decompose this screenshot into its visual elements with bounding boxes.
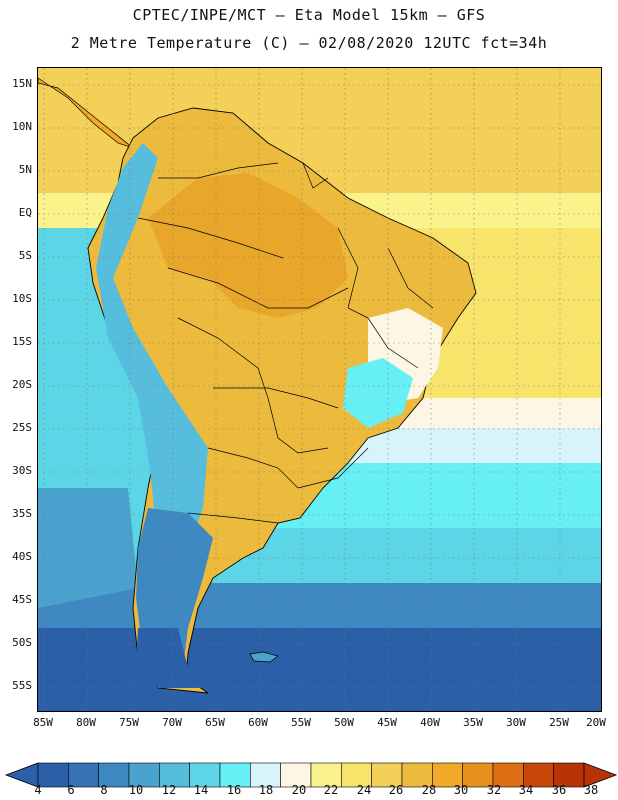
colorbar-label-38: 38	[583, 783, 599, 797]
colorbar	[4, 762, 618, 788]
lat-label-10n: 10N	[12, 120, 32, 133]
graticule	[38, 68, 601, 711]
colorbar-segment	[37, 762, 69, 788]
colorbar-segment	[462, 762, 494, 788]
lon-label-65w: 65W	[205, 716, 225, 729]
lat-label-50s: 50S	[12, 636, 32, 649]
lat-label-35s: 35S	[12, 507, 32, 520]
colorbar-segment	[68, 762, 99, 788]
colorbar-label-10: 10	[128, 783, 144, 797]
falkland-islands	[249, 651, 279, 663]
colorbar-segment	[250, 762, 281, 788]
lon-label-80w: 80W	[76, 716, 96, 729]
lat-label-eq: EQ	[18, 206, 32, 219]
colorbar-segment	[98, 762, 130, 788]
lon-label-85w: 85W	[33, 716, 53, 729]
lon-label-70w: 70W	[162, 716, 182, 729]
map-panel	[37, 67, 602, 712]
colorbar-label-36: 36	[551, 783, 567, 797]
colorbar-segment	[128, 762, 160, 788]
colorbar-segment	[523, 762, 554, 788]
central-america	[38, 77, 134, 149]
patagonia-south	[136, 628, 208, 688]
colorbar-label-24: 24	[356, 783, 372, 797]
lat-label-15s: 15S	[12, 335, 32, 348]
colorbar-label-14: 14	[193, 783, 209, 797]
amazon-hot-region	[148, 173, 348, 318]
lon-label-75w: 75W	[119, 716, 139, 729]
colorbar-segment	[159, 762, 190, 788]
colorbar-segment	[310, 762, 342, 788]
lon-label-45w: 45W	[377, 716, 397, 729]
colorbar-label-6: 6	[67, 783, 75, 797]
lat-label-5n: 5N	[18, 163, 32, 176]
southeast-cool	[343, 358, 413, 428]
colorbar-label-30: 30	[453, 783, 469, 797]
lat-label-25s: 25S	[12, 421, 32, 434]
ocean-band-south-mid	[38, 583, 601, 633]
colorbar-label-8: 8	[100, 783, 108, 797]
colorbar-label-34: 34	[518, 783, 534, 797]
colorbar-segment	[432, 762, 463, 788]
ocean-band-south	[38, 628, 601, 711]
colorbar-label-32: 32	[486, 783, 502, 797]
colorbar-label-26: 26	[388, 783, 404, 797]
colorbar-label-18: 18	[258, 783, 274, 797]
lat-label-15n: 15N	[12, 77, 32, 90]
lon-label-30w: 30W	[506, 716, 526, 729]
lat-label-10s: 10S	[12, 292, 32, 305]
lat-label-55s: 55S	[12, 679, 32, 692]
andes-strip	[96, 143, 208, 568]
lon-label-55w: 55W	[291, 716, 311, 729]
colorbar-arrow-right	[583, 762, 618, 788]
map-title: CPTEC/INPE/MCT – Eta Model 15km – GFS	[132, 6, 486, 24]
temperature-map	[38, 68, 601, 711]
colorbar-segments	[37, 762, 585, 788]
lat-label-5s: 5S	[18, 249, 32, 262]
colorbar-label-16: 16	[226, 783, 242, 797]
colorbar-segment	[371, 762, 403, 788]
colorbar-label-20: 20	[291, 783, 307, 797]
colorbar-label-28: 28	[421, 783, 437, 797]
colorbar-label-4: 4	[34, 783, 42, 797]
colorbar-segment	[341, 762, 372, 788]
lon-label-60w: 60W	[248, 716, 268, 729]
pacific-cooler-zone	[38, 488, 138, 608]
colorbar-segment	[553, 762, 585, 788]
colorbar-segment	[492, 762, 524, 788]
colorbar-label-12: 12	[161, 783, 177, 797]
lon-label-35w: 35W	[463, 716, 483, 729]
lat-label-20s: 20S	[12, 378, 32, 391]
lat-label-40s: 40S	[12, 550, 32, 563]
map-subtitle: 2 Metre Temperature (C) – 02/08/2020 12U…	[70, 34, 548, 52]
lon-label-50w: 50W	[334, 716, 354, 729]
colorbar-segment	[219, 762, 251, 788]
lon-label-20w: 20W	[586, 716, 606, 729]
lat-label-45s: 45S	[12, 593, 32, 606]
lat-label-30s: 30S	[12, 464, 32, 477]
colorbar-segment	[401, 762, 433, 788]
lon-label-40w: 40W	[420, 716, 440, 729]
colorbar-arrow-left	[4, 762, 39, 788]
colorbar-segment	[189, 762, 221, 788]
lon-label-25w: 25W	[549, 716, 569, 729]
colorbar-label-22: 22	[323, 783, 339, 797]
